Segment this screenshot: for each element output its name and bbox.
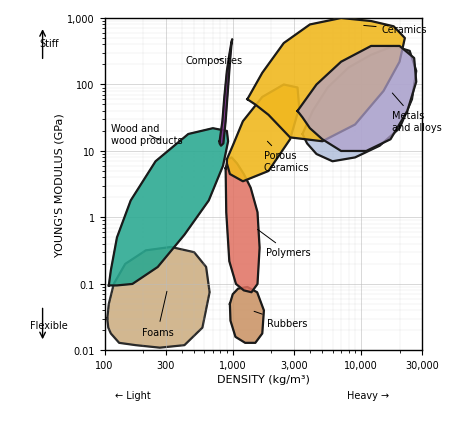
X-axis label: DENSITY (kg/m³): DENSITY (kg/m³) xyxy=(217,374,310,385)
Polygon shape xyxy=(302,47,416,162)
Polygon shape xyxy=(107,247,210,348)
Text: Porous
Ceramics: Porous Ceramics xyxy=(264,142,309,173)
Text: Wood and
wood products: Wood and wood products xyxy=(111,124,183,145)
Polygon shape xyxy=(109,129,228,286)
Text: ← Light: ← Light xyxy=(115,390,151,400)
Polygon shape xyxy=(220,40,232,146)
Text: Flexible: Flexible xyxy=(30,321,68,331)
Polygon shape xyxy=(227,85,299,182)
Text: Stiff: Stiff xyxy=(39,39,59,49)
Text: Heavy →: Heavy → xyxy=(347,390,389,400)
Text: Foams: Foams xyxy=(142,292,173,337)
Polygon shape xyxy=(297,47,416,152)
Text: Composites: Composites xyxy=(186,57,243,66)
Text: Metals
and alloys: Metals and alloys xyxy=(392,94,442,133)
Text: Polymers: Polymers xyxy=(257,230,311,258)
Polygon shape xyxy=(247,19,405,142)
Polygon shape xyxy=(226,158,260,293)
Y-axis label: YOUNG'S MODULUS (GPa): YOUNG'S MODULUS (GPa) xyxy=(54,113,64,257)
Text: Rubbers: Rubbers xyxy=(254,311,307,328)
Polygon shape xyxy=(230,287,264,343)
Text: Ceramics: Ceramics xyxy=(364,25,427,35)
